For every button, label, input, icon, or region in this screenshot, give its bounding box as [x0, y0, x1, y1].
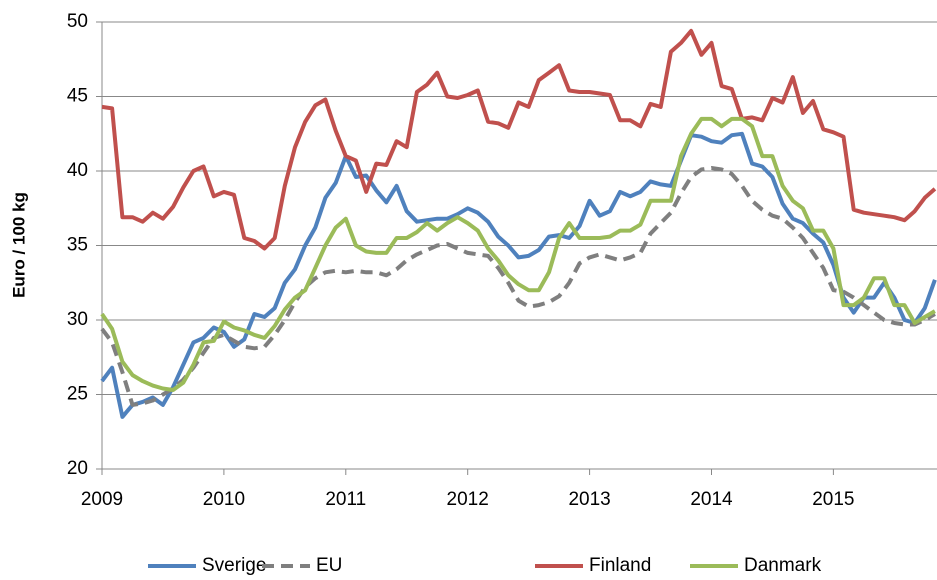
y-tick-label: 30: [67, 309, 88, 330]
legend-label: Finland: [589, 555, 651, 576]
x-tick-label: 2013: [568, 489, 610, 510]
legend-label: Danmark: [744, 555, 822, 576]
x-tick-label: 2014: [690, 489, 733, 510]
y-tick-label: 35: [67, 235, 88, 256]
series-line: [100, 131, 937, 419]
y-tick-label: 50: [67, 11, 88, 32]
x-tick-label: 2015: [812, 489, 854, 510]
legend-label: EU: [316, 555, 342, 576]
y-tick-label: 20: [67, 458, 88, 479]
y-tick-label: 25: [67, 384, 88, 405]
series-line: [100, 166, 936, 407]
x-tick-label: 2009: [81, 489, 123, 510]
y-tick-label: 40: [67, 160, 88, 181]
series-line: [101, 28, 937, 251]
x-tick-label: 2010: [203, 489, 245, 510]
legend-label: Sverige: [202, 555, 266, 576]
series-line: [100, 116, 936, 392]
x-tick-label: 2011: [325, 489, 366, 510]
x-tick-label: 2012: [447, 489, 489, 510]
y-tick-label: 45: [67, 86, 88, 107]
y-axis-label: Euro / 100 kg: [9, 192, 28, 298]
